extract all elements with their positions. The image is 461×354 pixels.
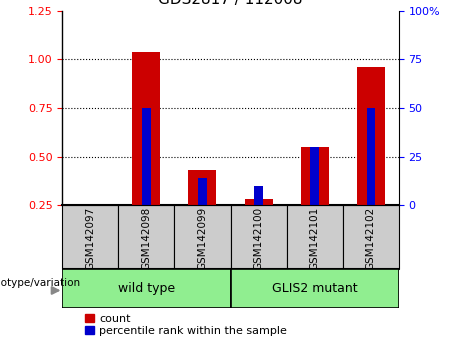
Bar [310,147,319,205]
Text: genotype/variation: genotype/variation [0,278,81,288]
Bar [287,205,343,269]
Bar [230,269,399,308]
Title: GDS2817 / 112008: GDS2817 / 112008 [158,0,303,7]
Text: GSM142102: GSM142102 [366,207,376,270]
Bar [118,205,174,269]
Text: wild type: wild type [118,282,175,295]
Bar [244,199,272,254]
Bar [254,186,263,205]
Bar [142,108,151,205]
Bar [366,108,375,205]
Text: GSM142101: GSM142101 [310,207,319,270]
Bar [62,269,230,308]
Text: GSM142100: GSM142100 [254,207,264,270]
Text: GSM142099: GSM142099 [197,207,207,270]
Bar [189,170,217,254]
Bar [301,147,329,254]
Bar [62,205,118,269]
Bar [174,205,230,269]
Bar [198,178,207,205]
Text: GSM142097: GSM142097 [85,207,95,270]
Bar [132,51,160,254]
Text: GLIS2 mutant: GLIS2 mutant [272,282,357,295]
Bar [343,205,399,269]
Legend: count, percentile rank within the sample: count, percentile rank within the sample [85,314,287,336]
Bar [357,67,385,254]
Bar [230,205,287,269]
Text: GSM142098: GSM142098 [142,207,151,270]
